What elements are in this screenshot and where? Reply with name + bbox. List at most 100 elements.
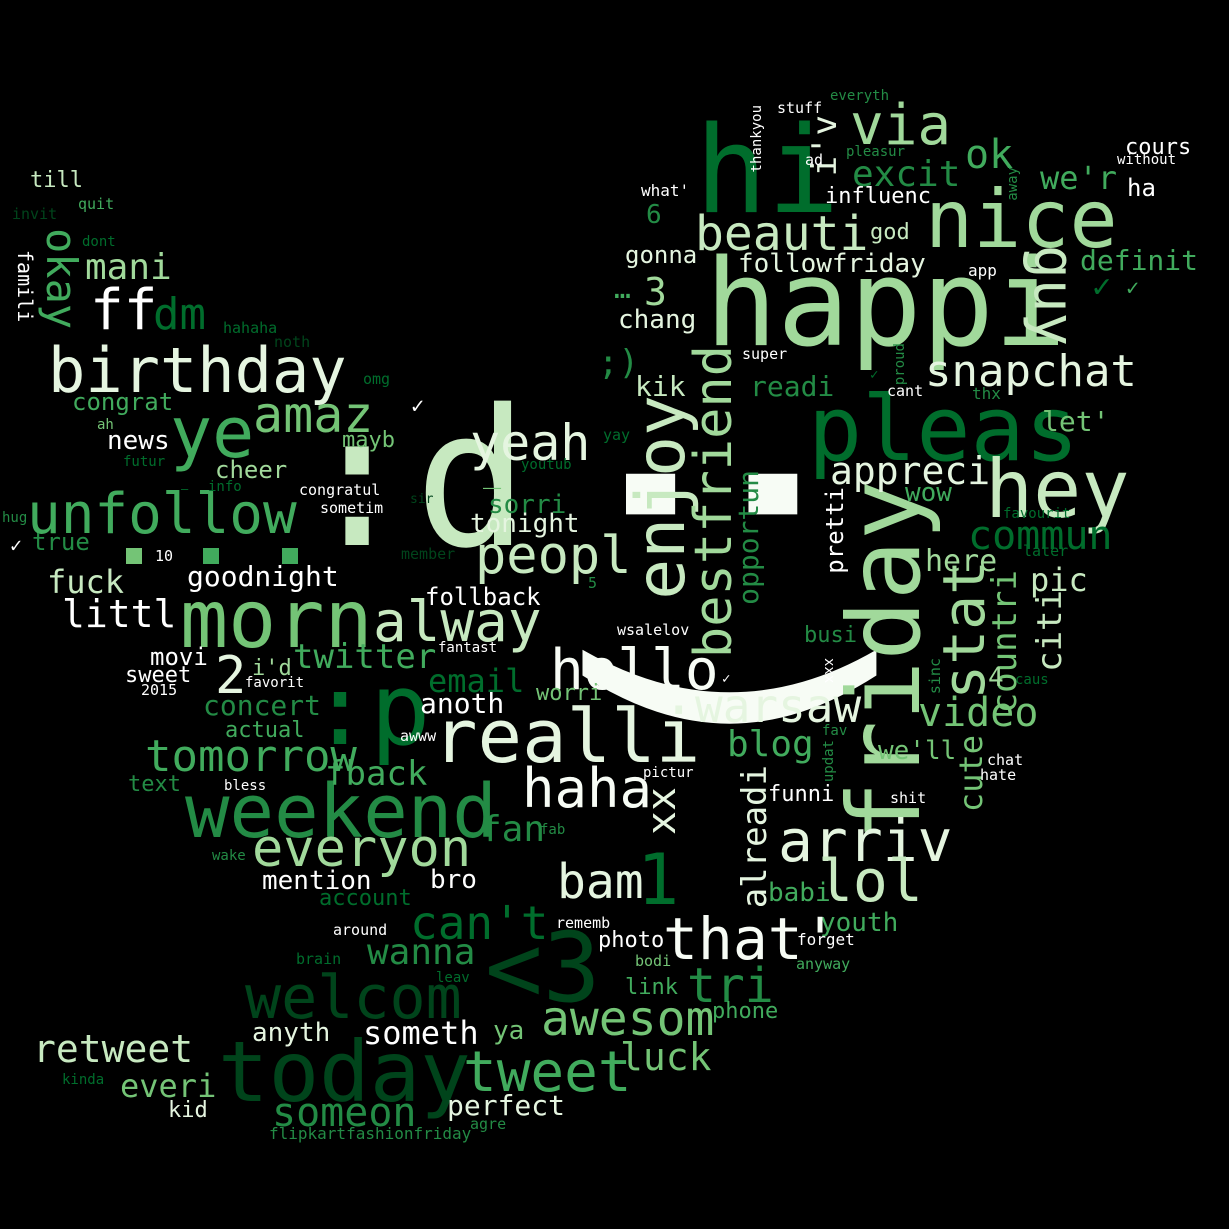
word-mani: mani bbox=[85, 247, 172, 288]
word-ya: ya bbox=[493, 1016, 525, 1046]
word-chang: chang bbox=[618, 305, 697, 335]
word-1: 1 bbox=[637, 839, 680, 921]
word-wanna: wanna bbox=[367, 932, 476, 973]
word-dont: dont bbox=[82, 234, 116, 250]
word-warsaw: warsaw bbox=[695, 679, 862, 733]
word-info: info bbox=[208, 479, 242, 495]
word-famili: famili bbox=[13, 250, 37, 323]
word-lol: lol bbox=[818, 847, 923, 915]
word-fab: fab bbox=[540, 822, 566, 838]
word-everyth: everyth bbox=[830, 88, 890, 104]
word-rememb: rememb bbox=[556, 914, 611, 932]
word-gonna: gonna bbox=[625, 241, 698, 269]
word-xx: xx bbox=[639, 787, 685, 836]
word-youth: youth bbox=[820, 908, 899, 938]
word-ok: ok bbox=[965, 132, 1014, 178]
word-member: member bbox=[401, 545, 456, 563]
word-awesom: awesom bbox=[541, 991, 715, 1047]
word-kid: kid bbox=[168, 1098, 208, 1123]
word-pictur: pictur bbox=[643, 765, 694, 781]
word-pretti: pretti bbox=[821, 487, 849, 574]
word-someth: someth bbox=[363, 1014, 479, 1052]
word-alway: alway bbox=[373, 590, 542, 655]
word-excit: excit bbox=[852, 154, 961, 195]
word-quit: quit bbox=[78, 195, 115, 213]
word-ff: ff bbox=[90, 278, 158, 343]
word-invit: invit bbox=[12, 205, 58, 223]
word-twitter: twitter bbox=[293, 637, 437, 677]
word-caus: caus bbox=[1015, 672, 1049, 688]
word-okay: okay bbox=[37, 228, 86, 330]
word-today: today bbox=[218, 1023, 471, 1121]
word-thankyou: thankyou bbox=[749, 105, 765, 173]
word-photo: photo bbox=[598, 928, 665, 953]
word-followfriday: followfriday bbox=[738, 249, 926, 279]
block-glyph bbox=[126, 548, 142, 564]
word-commun: commun bbox=[968, 513, 1113, 559]
word-beauti: beauti bbox=[695, 206, 869, 262]
word-xxx: xxx bbox=[821, 658, 837, 684]
word-peopl: peopl bbox=[475, 526, 632, 586]
word-stuff: stuff bbox=[777, 99, 823, 117]
word-busi: busi bbox=[804, 623, 857, 648]
word-symbol: ✓ bbox=[722, 671, 731, 687]
word-ha: ha bbox=[1127, 174, 1156, 202]
word-3: <3 bbox=[485, 912, 601, 1024]
word-amaz: amaz bbox=[253, 386, 374, 444]
word-symbol: … bbox=[614, 272, 631, 305]
word-fantast: fantast bbox=[438, 640, 498, 656]
word-that: that' bbox=[663, 905, 838, 973]
word-symbol: ✓ bbox=[411, 394, 425, 419]
word-till: till bbox=[30, 168, 83, 193]
word-retweet: retweet bbox=[33, 1027, 194, 1071]
word-dm: dm bbox=[153, 289, 206, 340]
word-hate: hate bbox=[980, 766, 1017, 784]
word-symbol: ✓ bbox=[10, 533, 23, 557]
word-awww: awww bbox=[400, 727, 437, 745]
word-shit: shit bbox=[890, 789, 927, 807]
word-bodi: bodi bbox=[635, 952, 672, 970]
word-forget: forget bbox=[797, 930, 855, 949]
word-yay: yay bbox=[603, 426, 631, 444]
word-via: via bbox=[850, 93, 952, 158]
word-hey: hey bbox=[985, 443, 1130, 536]
word-sweet: sweet bbox=[125, 663, 192, 688]
word-omg: omg bbox=[363, 370, 391, 388]
word-fuck: fuck bbox=[47, 563, 125, 601]
word-opportun: opportun bbox=[732, 470, 765, 605]
word-movi: movi bbox=[150, 643, 208, 671]
word-tri: tri bbox=[687, 958, 774, 1014]
word-everi: everi bbox=[120, 1067, 217, 1105]
word-morn: morn bbox=[180, 573, 373, 666]
word-influenc: influenc bbox=[825, 184, 931, 209]
word-friday: friday bbox=[826, 480, 943, 842]
word-babi: babi bbox=[768, 878, 831, 908]
word-bro: bro bbox=[430, 865, 477, 895]
word-10: 10 bbox=[155, 547, 174, 565]
word-haha: haha bbox=[522, 757, 653, 820]
word-hello: hello bbox=[550, 638, 719, 703]
word-ah: ah bbox=[97, 417, 114, 433]
word-hahaha: hahaha bbox=[223, 319, 278, 337]
word-i-d: i'd bbox=[252, 656, 292, 681]
word-symbol: ✓ bbox=[870, 367, 879, 383]
word-around: around bbox=[333, 921, 388, 939]
word-4: 4 bbox=[988, 663, 1004, 693]
word-god: god bbox=[870, 220, 910, 245]
word-kik: kik bbox=[635, 370, 686, 403]
word-2015: 2015 bbox=[141, 681, 178, 699]
word-without: without bbox=[1117, 152, 1177, 168]
word-phone: phone bbox=[712, 999, 779, 1024]
word-cheer: cheer bbox=[215, 456, 288, 484]
word-symbol: ✓ bbox=[1092, 267, 1112, 305]
word-citi: citi bbox=[1030, 590, 1070, 672]
word-sometim: sometim bbox=[320, 499, 384, 517]
word-bless: bless bbox=[224, 778, 267, 794]
word-pleas: pleas bbox=[808, 377, 1079, 482]
word-someon: someon bbox=[272, 1090, 417, 1136]
word-favorit: favorit bbox=[245, 675, 305, 691]
word-cant: cant bbox=[887, 382, 924, 400]
word-welcom: welcom bbox=[245, 963, 462, 1033]
word-hi: hi bbox=[695, 102, 840, 241]
word-everyon: everyon bbox=[252, 819, 472, 879]
